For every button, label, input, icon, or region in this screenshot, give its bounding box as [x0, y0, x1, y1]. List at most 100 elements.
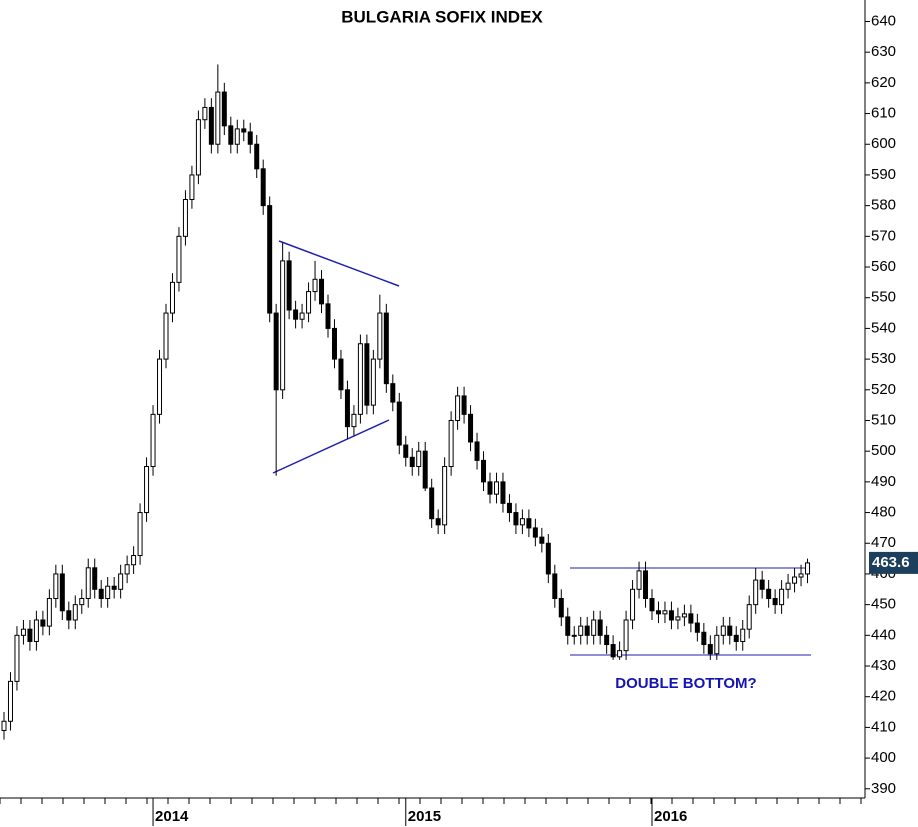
candle-body — [526, 518, 532, 529]
candle-body — [493, 481, 499, 495]
candle-body — [72, 604, 78, 621]
candle-body — [558, 598, 564, 618]
candle-body — [552, 573, 558, 600]
candle-body — [150, 413, 156, 468]
x-tick-label: 2016 — [654, 808, 687, 825]
candle-body — [474, 441, 480, 461]
candle-body — [357, 343, 363, 415]
candle-body — [98, 588, 104, 599]
candle-body — [591, 619, 597, 636]
candle-body — [169, 281, 175, 314]
candle-body — [766, 588, 772, 599]
candle-body — [111, 585, 117, 590]
candle-body — [221, 91, 227, 127]
candle-body — [571, 634, 577, 637]
y-tick-label: 530 — [871, 350, 896, 367]
candle-body — [623, 619, 629, 652]
candle-body — [273, 312, 279, 391]
candle-body — [779, 588, 785, 606]
candle-body — [40, 619, 46, 627]
candle-body — [280, 260, 286, 391]
candle-body — [202, 106, 208, 121]
candle-body — [429, 487, 435, 520]
candle-body — [416, 450, 422, 468]
candle-body — [92, 567, 98, 590]
last-price-label: 463.6 — [872, 554, 910, 571]
y-tick-label: 450 — [871, 596, 896, 613]
candle-body — [144, 466, 150, 514]
y-tick-label: 510 — [871, 411, 896, 428]
candle-body — [182, 199, 188, 237]
y-tick-label: 480 — [871, 504, 896, 521]
candle-body — [377, 312, 383, 360]
candle-body — [66, 610, 72, 621]
candle-body — [20, 628, 26, 636]
candle-body — [759, 579, 765, 590]
triangle-upper — [278, 240, 400, 287]
candle-body — [383, 312, 389, 385]
y-tick-label: 550 — [871, 289, 896, 306]
y-tick-label: 620 — [871, 74, 896, 91]
last-price-box — [869, 551, 918, 574]
x-tick-label: 2015 — [408, 808, 441, 825]
candle-body — [584, 625, 590, 636]
candle-body — [720, 625, 726, 636]
y-tick-label: 580 — [871, 197, 896, 214]
candle-body — [578, 625, 584, 636]
candle-body — [694, 622, 700, 633]
candle-body — [655, 610, 661, 615]
candle-body — [176, 235, 182, 283]
candle-body — [714, 634, 720, 655]
candle-body — [390, 383, 396, 403]
triangle-lower — [272, 419, 390, 474]
y-tick-label: 430 — [871, 657, 896, 674]
candle-body — [610, 644, 616, 658]
candle-body — [805, 562, 811, 575]
candle-body — [46, 598, 52, 627]
candle-body — [85, 567, 91, 599]
candle-body — [247, 131, 253, 145]
candle-body — [14, 634, 20, 682]
candle-body — [513, 512, 519, 526]
candle-body — [487, 481, 493, 495]
y-tick-label: 400 — [871, 749, 896, 766]
candle-body — [604, 634, 610, 646]
candle-body — [137, 512, 143, 557]
candle-body — [131, 555, 137, 566]
candle-body — [105, 585, 111, 600]
candle-body — [707, 644, 713, 655]
candle-body — [319, 278, 325, 305]
candle-body — [79, 598, 85, 606]
candle-body — [662, 610, 668, 615]
candle-body — [157, 358, 163, 415]
candle-body — [649, 598, 655, 612]
candle-body — [189, 174, 195, 200]
candle-body — [344, 389, 350, 428]
candle-body — [364, 343, 370, 406]
candle-body — [746, 604, 752, 630]
candle-body — [396, 401, 402, 446]
candle-body — [740, 628, 746, 642]
candle-body — [234, 128, 240, 145]
candle-body — [286, 260, 292, 311]
candle-body — [792, 576, 798, 584]
candle-body — [27, 628, 33, 642]
y-tick-label: 500 — [871, 442, 896, 459]
candle-body — [325, 303, 331, 329]
candle-body — [733, 634, 739, 642]
candle-body — [267, 205, 273, 314]
candle-body — [753, 579, 759, 606]
y-tick-label: 590 — [871, 166, 896, 183]
candle-body — [124, 564, 130, 575]
candle-body — [643, 570, 649, 600]
candle-body — [455, 395, 461, 421]
y-tick-label: 570 — [871, 227, 896, 244]
candle-body — [532, 527, 538, 538]
candle-body — [448, 419, 454, 468]
candle-body — [519, 518, 525, 526]
candle-body — [53, 573, 59, 600]
candle-body — [506, 502, 512, 514]
y-tick-label: 520 — [871, 381, 896, 398]
y-tick-label: 630 — [871, 43, 896, 60]
